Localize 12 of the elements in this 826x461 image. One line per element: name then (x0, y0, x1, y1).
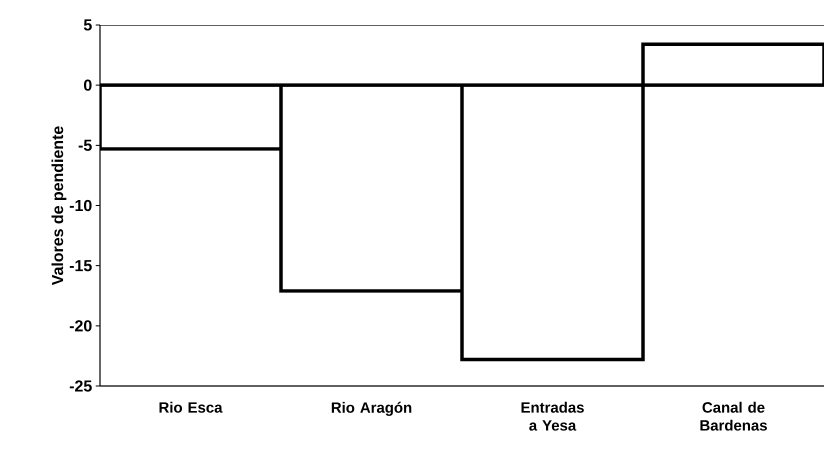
x-tick-label: Canal de Bardenas (700, 402, 767, 431)
y-tick-label: -25 (70, 380, 92, 392)
x-tick-label: Rio Aragón (332, 402, 412, 416)
x-tick-label: Rio Esca (160, 402, 223, 413)
y-tick-label: -10 (70, 200, 92, 212)
y-tick-label: -20 (70, 320, 92, 332)
x-tick-label: Entradas a Yesa (522, 402, 584, 431)
y-tick-label: 5 (84, 19, 92, 31)
y-tick-label: 0 (84, 80, 92, 91)
y-tick-label: -5 (78, 140, 92, 151)
y-tick-label: -15 (70, 260, 92, 272)
y-axis-title: Valores de pendiente (51, 126, 66, 286)
